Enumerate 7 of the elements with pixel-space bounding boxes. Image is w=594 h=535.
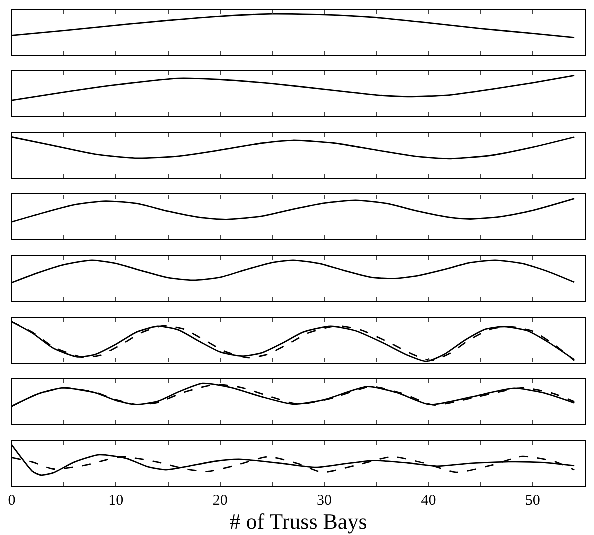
- x-tick-label: 0: [8, 493, 16, 510]
- x-axis-title: # of Truss Bays: [230, 509, 368, 534]
- x-tick-label: 30: [317, 493, 332, 510]
- x-tick-label: 20: [212, 493, 228, 510]
- x-tick-label: 50: [525, 493, 540, 510]
- x-tick-label: 10: [108, 493, 124, 510]
- x-tick-label: 40: [421, 493, 436, 510]
